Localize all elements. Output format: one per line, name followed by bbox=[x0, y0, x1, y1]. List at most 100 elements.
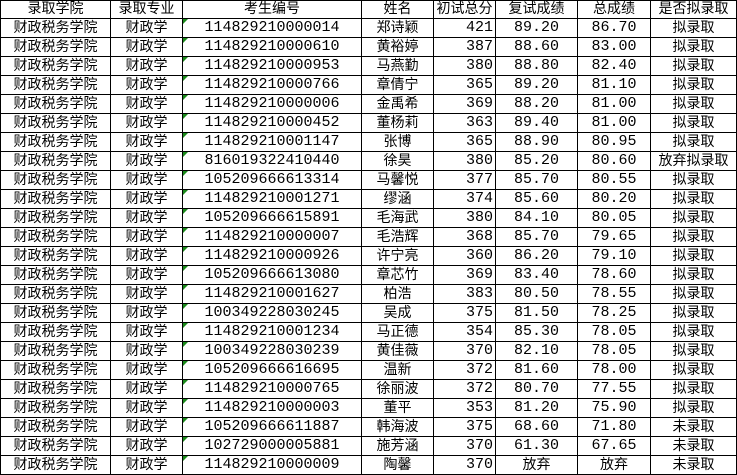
candidate-id-cell[interactable]: 114829210000766 bbox=[182, 75, 362, 95]
candidate-id-cell[interactable]: 816019322410440 bbox=[182, 151, 362, 171]
major-cell[interactable]: 财政学 bbox=[110, 379, 183, 399]
initial-score-cell[interactable]: 365 bbox=[433, 75, 496, 95]
admission-status-cell[interactable]: 拟录取 bbox=[650, 75, 737, 95]
initial-score-cell[interactable]: 377 bbox=[433, 170, 496, 190]
admission-status-cell[interactable]: 拟录取 bbox=[650, 341, 737, 361]
college-cell[interactable]: 财政税务学院 bbox=[0, 132, 111, 152]
name-cell[interactable]: 许宁亮 bbox=[361, 246, 434, 266]
college-cell[interactable]: 财政税务学院 bbox=[0, 189, 111, 209]
initial-score-cell[interactable]: 370 bbox=[433, 436, 496, 456]
name-cell[interactable]: 毛浩辉 bbox=[361, 227, 434, 247]
college-cell[interactable]: 财政税务学院 bbox=[0, 322, 111, 342]
college-cell[interactable]: 财政税务学院 bbox=[0, 75, 111, 95]
retest-score-cell[interactable]: 88.80 bbox=[495, 56, 578, 76]
candidate-id-cell[interactable]: 114829210001147 bbox=[182, 132, 362, 152]
header-major[interactable]: 录取专业 bbox=[110, 0, 183, 19]
retest-score-cell[interactable]: 61.30 bbox=[495, 436, 578, 456]
college-cell[interactable]: 财政税务学院 bbox=[0, 360, 111, 380]
total-score-cell[interactable]: 67.65 bbox=[577, 436, 651, 456]
name-cell[interactable]: 缪涵 bbox=[361, 189, 434, 209]
major-cell[interactable]: 财政学 bbox=[110, 284, 183, 304]
name-cell[interactable]: 韩海波 bbox=[361, 417, 434, 437]
admission-status-cell[interactable]: 未录取 bbox=[650, 455, 737, 475]
total-score-cell[interactable]: 82.40 bbox=[577, 56, 651, 76]
candidate-id-cell[interactable]: 114829210000014 bbox=[182, 18, 362, 38]
major-cell[interactable]: 财政学 bbox=[110, 322, 183, 342]
major-cell[interactable]: 财政学 bbox=[110, 56, 183, 76]
initial-score-cell[interactable]: 383 bbox=[433, 284, 496, 304]
retest-score-cell[interactable]: 85.30 bbox=[495, 322, 578, 342]
major-cell[interactable]: 财政学 bbox=[110, 18, 183, 38]
name-cell[interactable]: 黄佳薇 bbox=[361, 341, 434, 361]
college-cell[interactable]: 财政税务学院 bbox=[0, 151, 111, 171]
name-cell[interactable]: 柏浩 bbox=[361, 284, 434, 304]
initial-score-cell[interactable]: 380 bbox=[433, 56, 496, 76]
candidate-id-cell[interactable]: 114829210000452 bbox=[182, 113, 362, 133]
initial-score-cell[interactable]: 375 bbox=[433, 417, 496, 437]
total-score-cell[interactable]: 80.05 bbox=[577, 208, 651, 228]
total-score-cell[interactable]: 78.05 bbox=[577, 322, 651, 342]
total-score-cell[interactable]: 79.10 bbox=[577, 246, 651, 266]
college-cell[interactable]: 财政税务学院 bbox=[0, 246, 111, 266]
retest-score-cell[interactable]: 82.10 bbox=[495, 341, 578, 361]
admission-status-cell[interactable]: 拟录取 bbox=[650, 360, 737, 380]
total-score-cell[interactable]: 80.20 bbox=[577, 189, 651, 209]
major-cell[interactable]: 财政学 bbox=[110, 208, 183, 228]
admission-status-cell[interactable]: 拟录取 bbox=[650, 379, 737, 399]
total-score-cell[interactable]: 78.55 bbox=[577, 284, 651, 304]
candidate-id-cell[interactable]: 114829210000765 bbox=[182, 379, 362, 399]
admission-status-cell[interactable]: 拟录取 bbox=[650, 284, 737, 304]
admission-status-cell[interactable]: 拟录取 bbox=[650, 246, 737, 266]
total-score-cell[interactable]: 83.00 bbox=[577, 37, 651, 57]
candidate-id-cell[interactable]: 100349228030239 bbox=[182, 341, 362, 361]
major-cell[interactable]: 财政学 bbox=[110, 75, 183, 95]
name-cell[interactable]: 马燕勤 bbox=[361, 56, 434, 76]
admission-status-cell[interactable]: 拟录取 bbox=[650, 265, 737, 285]
college-cell[interactable]: 财政税务学院 bbox=[0, 170, 111, 190]
initial-score-cell[interactable]: 368 bbox=[433, 227, 496, 247]
name-cell[interactable]: 徐丽波 bbox=[361, 379, 434, 399]
major-cell[interactable]: 财政学 bbox=[110, 265, 183, 285]
admission-status-cell[interactable]: 拟录取 bbox=[650, 37, 737, 57]
name-cell[interactable]: 陶馨 bbox=[361, 455, 434, 475]
retest-score-cell[interactable]: 89.20 bbox=[495, 18, 578, 38]
college-cell[interactable]: 财政税务学院 bbox=[0, 436, 111, 456]
initial-score-cell[interactable]: 370 bbox=[433, 455, 496, 475]
initial-score-cell[interactable]: 380 bbox=[433, 151, 496, 171]
candidate-id-cell[interactable]: 114829210000006 bbox=[182, 94, 362, 114]
major-cell[interactable]: 财政学 bbox=[110, 398, 183, 418]
college-cell[interactable]: 财政税务学院 bbox=[0, 379, 111, 399]
header-candidate-id[interactable]: 考生编号 bbox=[182, 0, 362, 19]
candidate-id-cell[interactable]: 105209666615891 bbox=[182, 208, 362, 228]
name-cell[interactable]: 吴成 bbox=[361, 303, 434, 323]
college-cell[interactable]: 财政税务学院 bbox=[0, 417, 111, 437]
header-college[interactable]: 录取学院 bbox=[0, 0, 111, 19]
header-total-score[interactable]: 总成绩 bbox=[577, 0, 651, 19]
total-score-cell[interactable]: 71.80 bbox=[577, 417, 651, 437]
retest-score-cell[interactable]: 80.50 bbox=[495, 284, 578, 304]
admission-status-cell[interactable]: 拟录取 bbox=[650, 132, 737, 152]
major-cell[interactable]: 财政学 bbox=[110, 417, 183, 437]
total-score-cell[interactable]: 81.00 bbox=[577, 113, 651, 133]
initial-score-cell[interactable]: 365 bbox=[433, 132, 496, 152]
major-cell[interactable]: 财政学 bbox=[110, 37, 183, 57]
college-cell[interactable]: 财政税务学院 bbox=[0, 94, 111, 114]
retest-score-cell[interactable]: 89.40 bbox=[495, 113, 578, 133]
major-cell[interactable]: 财政学 bbox=[110, 341, 183, 361]
total-score-cell[interactable]: 81.10 bbox=[577, 75, 651, 95]
major-cell[interactable]: 财政学 bbox=[110, 246, 183, 266]
name-cell[interactable]: 张博 bbox=[361, 132, 434, 152]
total-score-cell[interactable]: 78.60 bbox=[577, 265, 651, 285]
total-score-cell[interactable]: 78.25 bbox=[577, 303, 651, 323]
initial-score-cell[interactable]: 372 bbox=[433, 379, 496, 399]
name-cell[interactable]: 金禹希 bbox=[361, 94, 434, 114]
admission-status-cell[interactable]: 拟录取 bbox=[650, 322, 737, 342]
initial-score-cell[interactable]: 363 bbox=[433, 113, 496, 133]
admission-status-cell[interactable]: 拟录取 bbox=[650, 398, 737, 418]
retest-score-cell[interactable]: 放弃 bbox=[495, 455, 578, 475]
total-score-cell[interactable]: 80.55 bbox=[577, 170, 651, 190]
total-score-cell[interactable]: 77.55 bbox=[577, 379, 651, 399]
college-cell[interactable]: 财政税务学院 bbox=[0, 113, 111, 133]
major-cell[interactable]: 财政学 bbox=[110, 151, 183, 171]
total-score-cell[interactable]: 放弃 bbox=[577, 455, 651, 475]
